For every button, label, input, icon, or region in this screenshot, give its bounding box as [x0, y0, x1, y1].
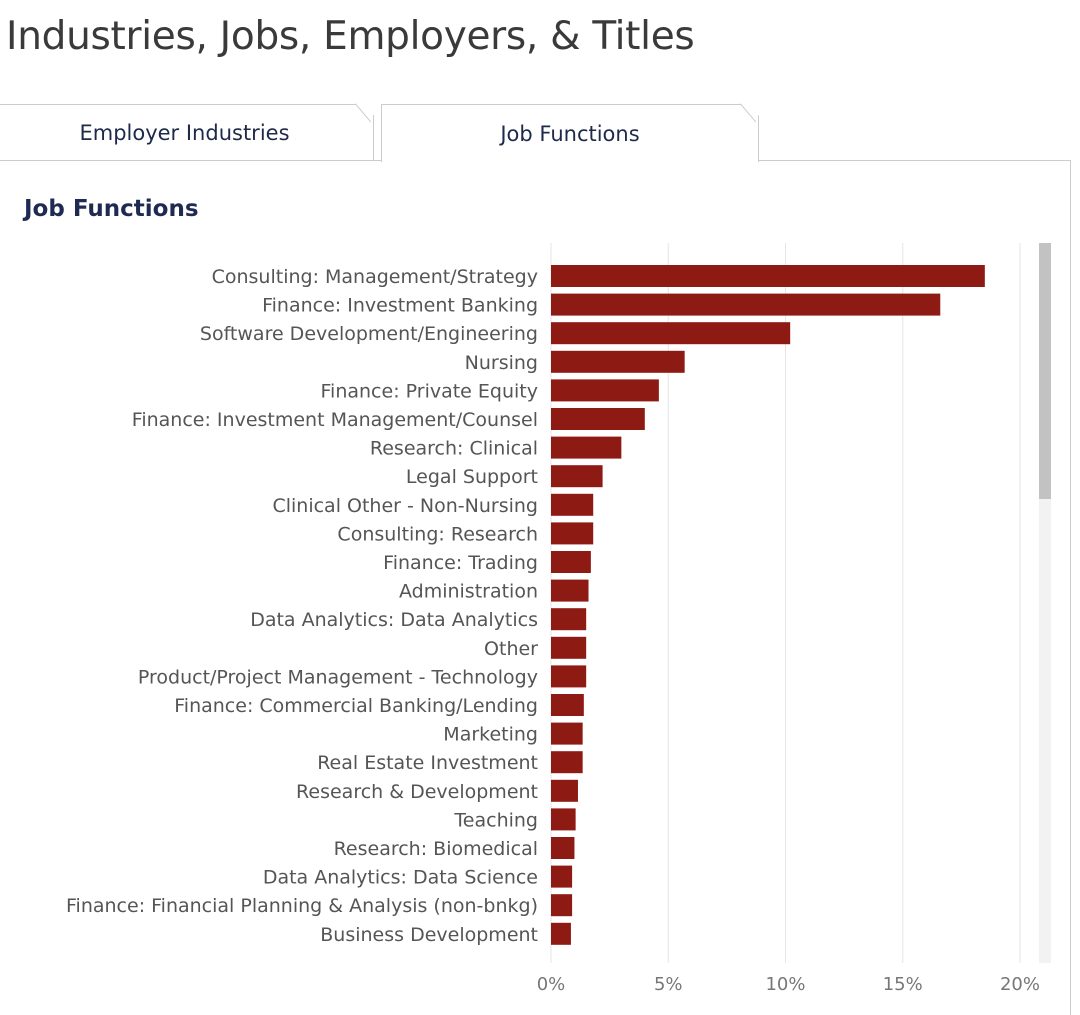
bar[interactable] — [551, 636, 587, 659]
tab-employer-industries-label: Employer Industries — [79, 120, 290, 145]
category-label: Finance: Commercial Banking/Lending — [174, 695, 538, 717]
bar[interactable] — [551, 522, 594, 545]
bar[interactable] — [551, 722, 583, 745]
category-label: Real Estate Investment — [317, 752, 538, 774]
bar[interactable] — [551, 608, 587, 631]
category-label: Teaching — [453, 809, 538, 831]
x-tick-label: 15% — [883, 974, 923, 995]
category-label: Clinical Other - Non-Nursing — [272, 495, 538, 517]
category-label: Consulting: Research — [337, 523, 538, 545]
bar[interactable] — [551, 837, 575, 859]
bar[interactable] — [551, 265, 985, 287]
category-label: Research: Clinical — [370, 438, 538, 460]
bar[interactable] — [551, 408, 645, 430]
bar[interactable] — [551, 465, 603, 488]
category-labels: Consulting: Management/Strategy Finance: … — [66, 266, 538, 946]
bar[interactable] — [551, 665, 587, 688]
bar[interactable] — [551, 493, 594, 516]
tab-employer-industries[interactable]: Employer Industries — [0, 104, 374, 161]
category-label: Finance: Private Equity — [321, 380, 539, 402]
category-label: Finance: Financial Planning & Analysis (… — [66, 895, 538, 917]
x-tick-label: 5% — [654, 974, 683, 995]
bar[interactable] — [551, 694, 584, 716]
x-axis-ticks: 0% 5% 10% 15% 20% — [537, 974, 1040, 995]
x-tick-label: 0% — [537, 974, 566, 995]
category-label: Product/Project Management - Technology — [138, 666, 538, 688]
tab-job-functions[interactable]: Job Functions — [381, 104, 759, 162]
chart-scrollbar-thumb[interactable] — [1039, 243, 1051, 499]
bar[interactable] — [551, 808, 576, 831]
category-label: Research: Biomedical — [334, 838, 538, 860]
category-label: Data Analytics: Data Science — [263, 867, 538, 889]
category-label: Nursing — [465, 352, 538, 374]
bars — [551, 265, 985, 945]
x-tick-label: 10% — [765, 974, 805, 995]
category-label: Legal Support — [406, 466, 538, 488]
bar[interactable] — [551, 436, 622, 459]
category-label: Research & Development — [296, 781, 538, 803]
category-label: Finance: Investment Management/Counsel — [132, 409, 538, 431]
bar[interactable] — [551, 579, 589, 602]
page-title: Industries, Jobs, Employers, & Titles — [6, 14, 695, 59]
category-label: Data Analytics: Data Analytics — [250, 609, 538, 631]
category-label: Marketing — [443, 724, 538, 746]
bar[interactable] — [551, 865, 573, 888]
bar[interactable] — [551, 894, 573, 917]
bar[interactable] — [551, 779, 578, 802]
category-label: Software Development/Engineering — [200, 323, 538, 345]
category-label: Business Development — [320, 924, 538, 946]
bar[interactable] — [551, 751, 583, 774]
bar[interactable] — [551, 322, 791, 345]
tab-job-functions-label: Job Functions — [500, 121, 640, 146]
chart-title: Job Functions — [24, 196, 199, 222]
category-label: Consulting: Management/Strategy — [212, 266, 538, 288]
bar[interactable] — [551, 551, 591, 573]
category-label: Administration — [399, 581, 538, 603]
bar[interactable] — [551, 350, 685, 373]
bar[interactable] — [551, 922, 571, 945]
category-label: Finance: Investment Banking — [262, 295, 538, 317]
bar[interactable] — [551, 293, 941, 316]
category-label: Finance: Trading — [383, 552, 538, 574]
x-tick-label: 20% — [1000, 974, 1040, 995]
bar[interactable] — [551, 379, 659, 402]
chart-scrollbar[interactable] — [1039, 243, 1051, 963]
category-label: Other — [484, 638, 538, 660]
